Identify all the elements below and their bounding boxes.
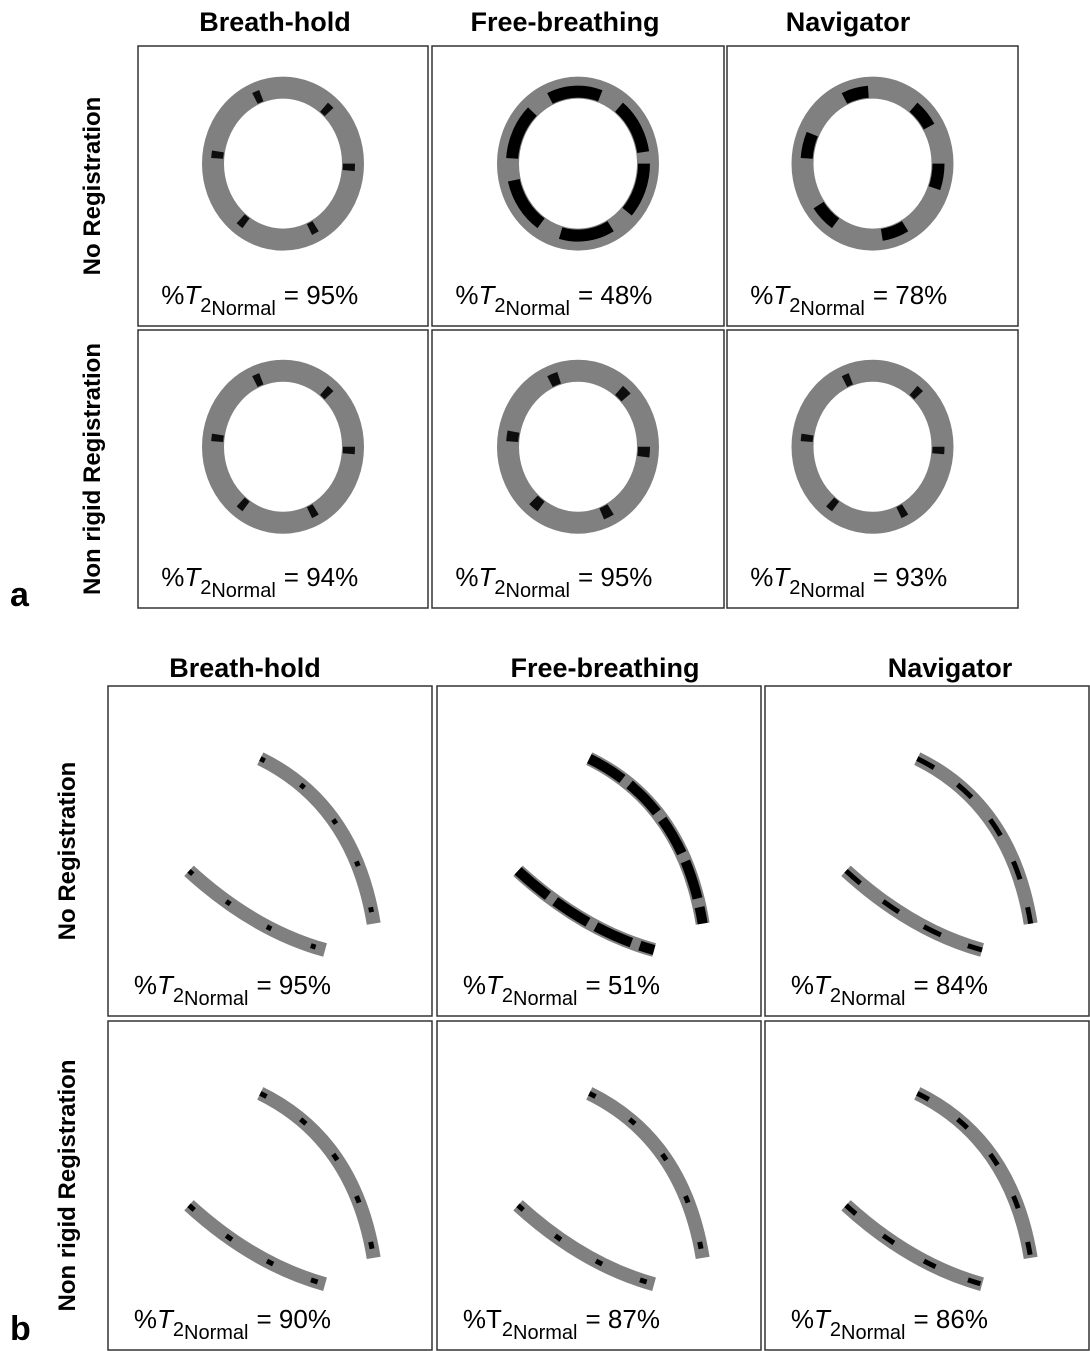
panel-label: a — [10, 576, 30, 614]
label-prefix: % — [463, 1304, 486, 1334]
row-label: Non rigid Registration — [79, 343, 106, 595]
column-header: Free-breathing — [470, 7, 659, 37]
column-header: Navigator — [786, 7, 911, 37]
column-header: Breath-hold — [169, 653, 321, 683]
label-value: = 90% — [257, 1304, 331, 1334]
label-subscript: 2 — [789, 577, 800, 599]
label-prefix: % — [463, 970, 486, 1000]
label-subscript: 2 — [200, 577, 211, 599]
label-subsubscript: Normal — [506, 298, 570, 320]
label-subscript: 2 — [502, 985, 513, 1007]
label-value: = 84% — [914, 970, 988, 1000]
label-prefix: % — [750, 280, 773, 310]
label-value: = 95% — [578, 562, 652, 592]
label-value: = 51% — [586, 970, 660, 1000]
image-frame — [437, 1021, 761, 1350]
label-subsubscript: Normal — [841, 1322, 905, 1344]
column-header: Free-breathing — [510, 653, 699, 683]
label-prefix: % — [455, 280, 478, 310]
column-header: Navigator — [888, 653, 1013, 683]
label-subsubscript: Normal — [800, 580, 864, 602]
panel-label: b — [10, 1310, 31, 1348]
label-subscript: 2 — [173, 1319, 184, 1341]
label-value: = 95% — [284, 280, 358, 310]
label-value: = 86% — [914, 1304, 988, 1334]
label-subscript: 2 — [830, 1319, 841, 1341]
image-frame — [437, 686, 761, 1016]
label-subscript: 2 — [789, 295, 800, 317]
label-subsubscript: Normal — [800, 298, 864, 320]
label-prefix: % — [134, 970, 157, 1000]
label-value: = 95% — [257, 970, 331, 1000]
label-prefix: % — [161, 562, 184, 592]
label-prefix: % — [455, 562, 478, 592]
label-value: = 93% — [873, 562, 947, 592]
label-subsubscript: Normal — [513, 988, 577, 1010]
label-symbol: T — [486, 1304, 502, 1334]
label-subscript: 2 — [502, 1319, 513, 1341]
row-label: Non rigid Registration — [54, 1060, 81, 1312]
label-subscript: 2 — [494, 295, 505, 317]
label-subsubscript: Normal — [841, 988, 905, 1010]
label-subsubscript: Normal — [506, 580, 570, 602]
label-subscript: 2 — [200, 295, 211, 317]
label-prefix: % — [791, 1304, 814, 1334]
label-prefix: % — [161, 280, 184, 310]
row-label: No Registration — [79, 97, 106, 276]
row-label: No Registration — [54, 762, 81, 941]
label-value: = 78% — [873, 280, 947, 310]
label-value: = 48% — [578, 280, 652, 310]
label-subsubscript: Normal — [211, 298, 275, 320]
image-frame — [765, 1021, 1089, 1350]
image-frame — [108, 1021, 432, 1350]
label-subsubscript: Normal — [513, 1322, 577, 1344]
figure: a Breath-hold Free-breathing Navigator No Re… — [0, 0, 1090, 1351]
label-subsubscript: Normal — [184, 1322, 248, 1344]
label-prefix: % — [750, 562, 773, 592]
label-subsubscript: Normal — [211, 580, 275, 602]
label-subscript: 2 — [494, 577, 505, 599]
label-subscript: 2 — [173, 985, 184, 1007]
column-header: Breath-hold — [199, 7, 351, 37]
label-subscript: 2 — [830, 985, 841, 1007]
image-frame — [108, 686, 432, 1016]
label-value: = 94% — [284, 562, 358, 592]
label-prefix: % — [134, 1304, 157, 1334]
label-prefix: % — [791, 970, 814, 1000]
label-value: = 87% — [586, 1304, 660, 1334]
image-frame — [765, 686, 1089, 1016]
label-subsubscript: Normal — [184, 988, 248, 1010]
